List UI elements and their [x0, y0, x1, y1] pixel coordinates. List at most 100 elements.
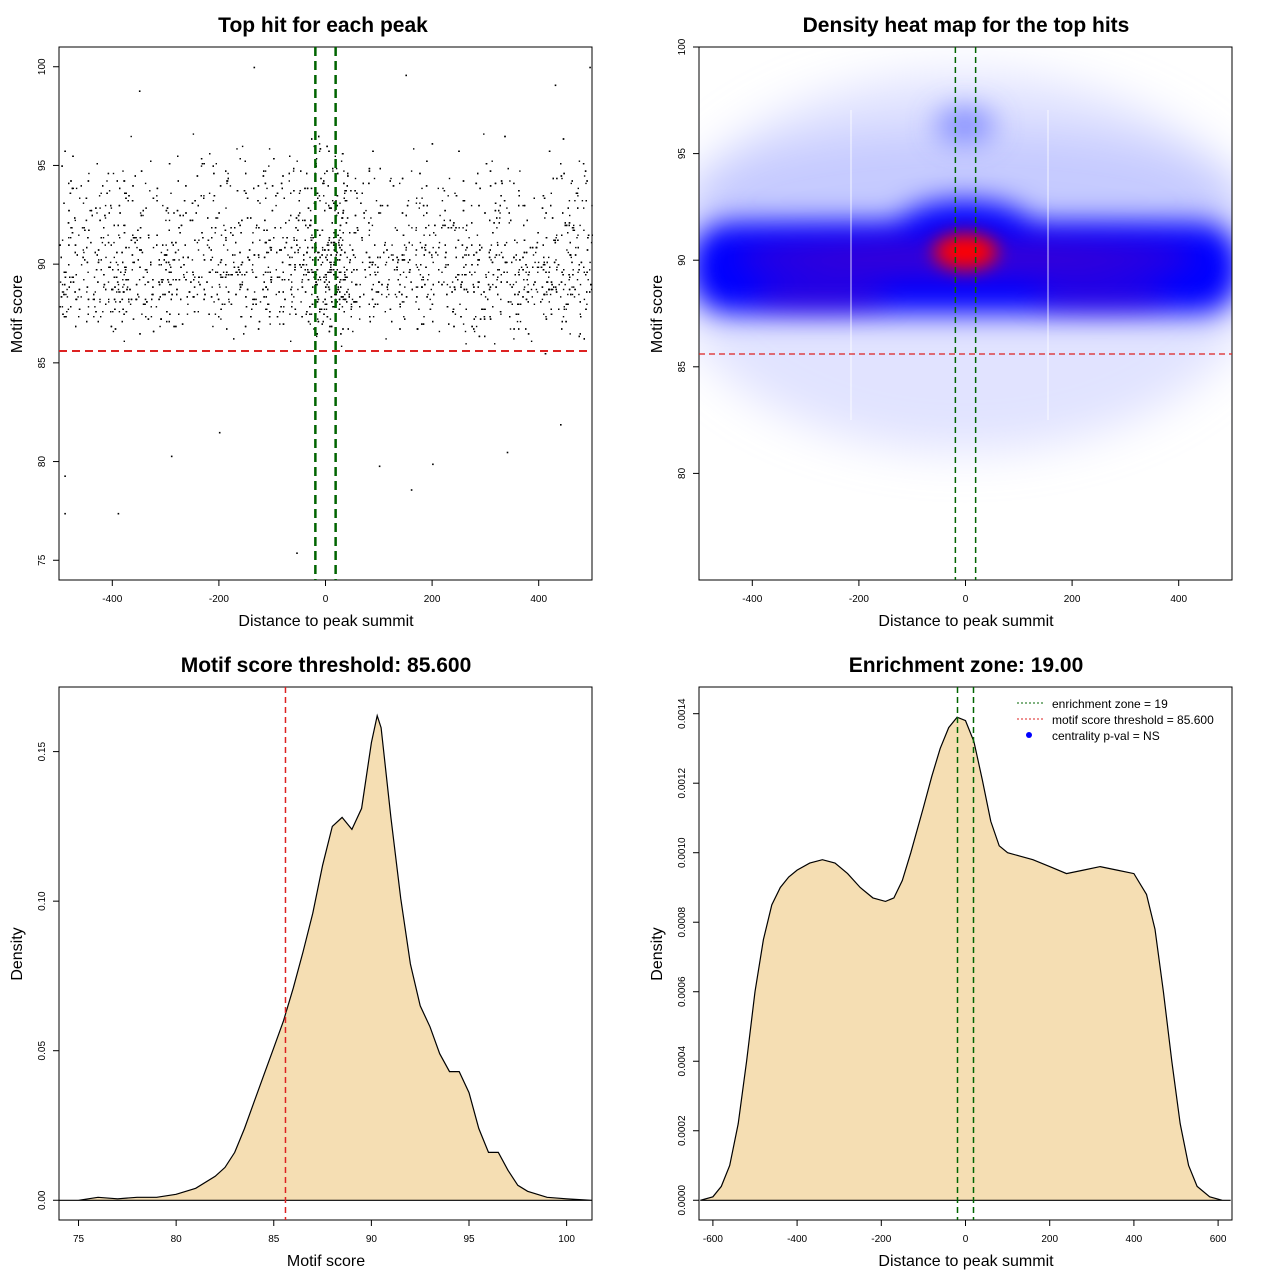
- data-point: [458, 274, 460, 276]
- data-point: [569, 214, 571, 217]
- data-point: [123, 232, 126, 234]
- data-point: [118, 311, 121, 313]
- data-point: [504, 135, 506, 138]
- data-point: [152, 246, 155, 249]
- data-point: [245, 271, 248, 273]
- data-point: [82, 256, 84, 259]
- data-point: [188, 291, 191, 293]
- data-point: [342, 212, 344, 214]
- data-point: [267, 303, 270, 305]
- data-point: [513, 256, 515, 259]
- data-point: [444, 209, 446, 212]
- data-point: [431, 256, 433, 259]
- data-point: [443, 219, 445, 222]
- data-point: [305, 224, 307, 227]
- data-point: [267, 251, 270, 254]
- data-point: [545, 212, 547, 214]
- data-point: [481, 308, 483, 310]
- data-point: [137, 229, 139, 231]
- data-point: [320, 264, 322, 266]
- data-point: [347, 172, 349, 175]
- data-point: [99, 301, 101, 303]
- data-point: [330, 254, 332, 256]
- data-point: [587, 237, 589, 239]
- data-point: [497, 269, 499, 271]
- data-point: [59, 306, 61, 308]
- data-point: [531, 296, 533, 298]
- data-point: [474, 271, 476, 273]
- data-point: [349, 261, 351, 264]
- data-point: [307, 269, 309, 271]
- data-point: [296, 239, 298, 241]
- data-point: [214, 232, 216, 234]
- data-point: [325, 303, 328, 305]
- data-point: [70, 237, 72, 239]
- data-point: [135, 283, 138, 286]
- data-point: [517, 303, 520, 305]
- data-point: [110, 325, 113, 328]
- data-point: [523, 204, 526, 207]
- data-point: [269, 246, 271, 249]
- data-point: [169, 264, 171, 266]
- data-point: [276, 276, 279, 278]
- data-point: [432, 283, 434, 286]
- y-tick-label: 85: [677, 361, 688, 373]
- y-tick-label: 85: [37, 357, 48, 369]
- data-point: [563, 172, 565, 175]
- data-point: [238, 269, 240, 271]
- data-point: [551, 283, 553, 286]
- data-point: [307, 246, 309, 249]
- data-point: [87, 306, 90, 308]
- data-point: [203, 288, 205, 291]
- data-point: [415, 254, 417, 256]
- data-point: [290, 340, 292, 342]
- data-point: [165, 209, 168, 212]
- data-point: [230, 227, 232, 229]
- data-point: [129, 288, 131, 291]
- data-point: [197, 204, 199, 207]
- data-point: [78, 316, 80, 318]
- data-point: [158, 298, 160, 301]
- data-point: [232, 234, 234, 236]
- data-point: [550, 313, 553, 315]
- x-tick-label: -400: [102, 594, 122, 605]
- data-point: [568, 224, 570, 227]
- data-point: [489, 249, 491, 251]
- data-point: [236, 271, 238, 273]
- data-point: [519, 259, 521, 261]
- data-point: [379, 212, 382, 214]
- data-point: [541, 286, 544, 288]
- data-point: [263, 170, 265, 172]
- y-axis-label: Density: [649, 927, 666, 980]
- data-point: [556, 234, 558, 236]
- data-point: [346, 291, 348, 293]
- data-point: [505, 241, 508, 244]
- data-point: [389, 308, 392, 310]
- data-point: [122, 279, 124, 281]
- data-point: [319, 276, 321, 278]
- data-point: [267, 271, 269, 273]
- data-point: [359, 306, 361, 308]
- data-point: [322, 249, 324, 251]
- data-point: [178, 313, 180, 315]
- data-point: [534, 261, 536, 264]
- data-point: [577, 207, 579, 209]
- data-point: [269, 323, 271, 325]
- data-point: [561, 177, 563, 180]
- data-point: [493, 222, 495, 224]
- data-point: [202, 237, 204, 239]
- data-point: [59, 244, 61, 246]
- data-point: [165, 269, 167, 271]
- data-point: [337, 234, 339, 236]
- data-point: [478, 204, 480, 207]
- data-point: [183, 200, 186, 202]
- data-point: [411, 244, 413, 246]
- outlier-point: [64, 512, 66, 515]
- data-point: [100, 316, 102, 318]
- data-point: [326, 316, 329, 318]
- data-point: [494, 182, 497, 185]
- data-point: [460, 316, 462, 318]
- data-point: [585, 274, 587, 276]
- legend-label-pval: centrality p-val = NS: [1052, 729, 1160, 743]
